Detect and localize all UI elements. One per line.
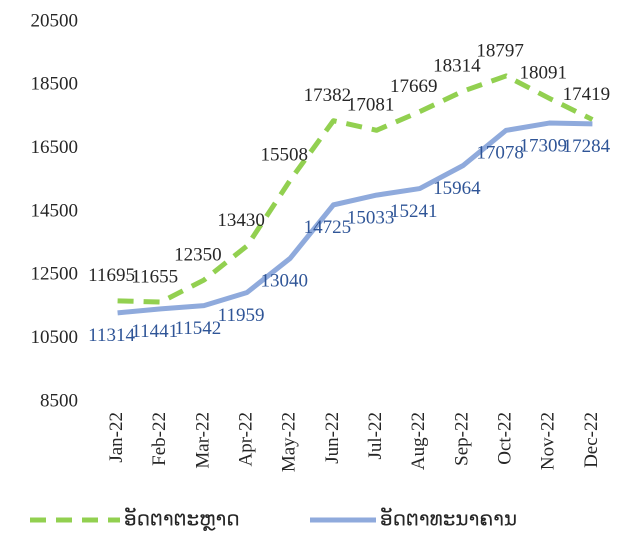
data-label: 17419 xyxy=(563,84,611,105)
x-tick-label: Aug-22 xyxy=(408,412,429,470)
data-label: 17669 xyxy=(390,76,438,97)
y-tick-label: 18500 xyxy=(31,74,79,95)
data-label: 11314 xyxy=(88,325,135,346)
y-tick-label: 14500 xyxy=(31,200,79,221)
y-tick-label: 20500 xyxy=(31,10,79,31)
x-tick-label: May-22 xyxy=(279,412,300,472)
data-label: 17078 xyxy=(476,143,524,164)
x-tick-label: Mar-22 xyxy=(192,412,213,469)
y-tick-label: 12500 xyxy=(31,264,79,285)
data-label: 18314 xyxy=(433,56,481,77)
legend-label: ອັດຕາຕະຫຼາດ xyxy=(124,507,240,532)
y-tick-label: 16500 xyxy=(31,137,79,158)
data-label: 13040 xyxy=(261,271,309,292)
data-label: 15033 xyxy=(347,207,395,228)
data-label: 11441 xyxy=(131,321,178,342)
data-label: 13430 xyxy=(217,210,265,231)
data-label: 17382 xyxy=(304,85,352,106)
data-label: 18091 xyxy=(520,63,568,84)
data-label: 11655 xyxy=(131,266,178,287)
data-label: 11959 xyxy=(218,305,265,326)
x-tick-label: Sep-22 xyxy=(451,412,472,466)
x-tick-label: Jun-22 xyxy=(322,412,343,464)
data-label: 17081 xyxy=(347,95,395,116)
x-tick-label: Jan-22 xyxy=(106,412,127,463)
data-label: 17309 xyxy=(520,135,568,156)
x-tick-label: Oct-22 xyxy=(494,412,515,465)
data-label: 15508 xyxy=(261,144,309,165)
series-line xyxy=(117,120,593,316)
data-label: 11542 xyxy=(175,318,222,339)
y-tick-label: 8500 xyxy=(40,390,78,411)
data-label: 15241 xyxy=(390,201,438,222)
x-tick-label: Apr-22 xyxy=(235,412,256,467)
x-tick-label: Jul-22 xyxy=(365,412,386,460)
legend-label: ອັດຕາທະນາຄານ xyxy=(380,507,517,531)
x-tick-label: Nov-22 xyxy=(538,412,559,470)
data-label: 17284 xyxy=(563,136,611,157)
data-label: 14725 xyxy=(304,217,352,238)
x-tick-label: Feb-22 xyxy=(149,412,170,466)
data-label: 15964 xyxy=(433,178,481,199)
data-label: 18797 xyxy=(476,40,524,61)
data-label: 12350 xyxy=(174,244,222,265)
y-tick-label: 10500 xyxy=(31,327,79,348)
data-label: 11695 xyxy=(88,265,135,286)
series-line xyxy=(117,73,594,305)
x-tick-label: Dec-22 xyxy=(581,412,602,468)
